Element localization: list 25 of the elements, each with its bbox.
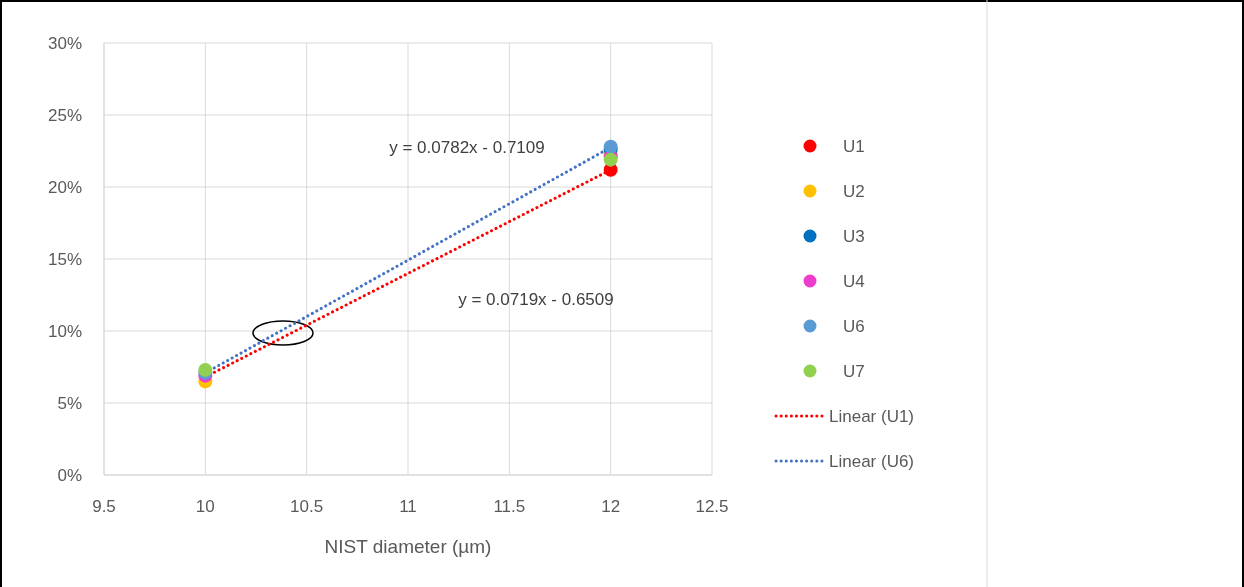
legend-label: U4 (843, 271, 865, 291)
x-tick-label: 12.5 (695, 497, 729, 516)
x-tick-label: 12 (601, 497, 621, 516)
y-tick-label: 15% (47, 249, 82, 269)
legend-label: Linear (U6) (829, 451, 915, 471)
x-tick-label: 10.5 (290, 497, 324, 516)
x-tick-label: 9.5 (92, 497, 116, 516)
y-tick-label: 10% (47, 321, 82, 341)
legend-label: U3 (843, 226, 865, 246)
y-tick-label: 5% (57, 393, 82, 413)
x-tick-label: 10 (195, 497, 215, 516)
x-axis-title: NIST diameter (µm) (324, 536, 492, 557)
legend-label: U6 (843, 316, 865, 336)
legend-label: U7 (843, 361, 865, 381)
annotation: y = 0.0719x - 0.6509 (458, 289, 614, 309)
legend-label: Linear (U1) (829, 406, 915, 426)
legend-label: U1 (843, 136, 865, 156)
y-tick-label: 25% (47, 105, 82, 125)
y-tick-label: 20% (47, 177, 82, 197)
x-tick-label: 11 (399, 497, 417, 516)
annotation: y = 0.0782x - 0.7109 (389, 137, 545, 157)
x-tick-label: 11.5 (493, 497, 526, 516)
y-tick-label: 30% (47, 33, 82, 53)
legend-label: U2 (843, 181, 865, 201)
y-tick-label: 0% (57, 465, 82, 485)
